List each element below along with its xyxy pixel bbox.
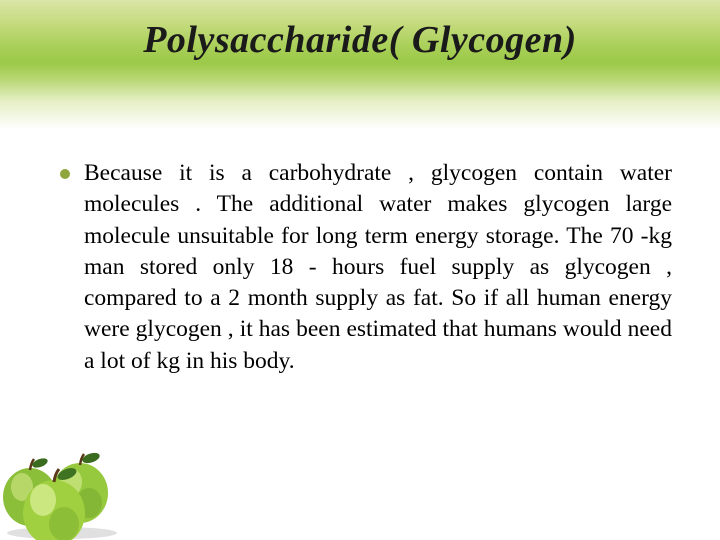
body-content: Because it is a carbohydrate , glycogen … <box>60 158 672 377</box>
bullet-marker <box>60 169 70 179</box>
body-paragraph: Because it is a carbohydrate , glycogen … <box>84 158 672 377</box>
apples-decoration <box>0 425 135 540</box>
slide-title: Polysaccharide( Glycogen) <box>0 18 720 62</box>
bullet-item: Because it is a carbohydrate , glycogen … <box>60 158 672 377</box>
